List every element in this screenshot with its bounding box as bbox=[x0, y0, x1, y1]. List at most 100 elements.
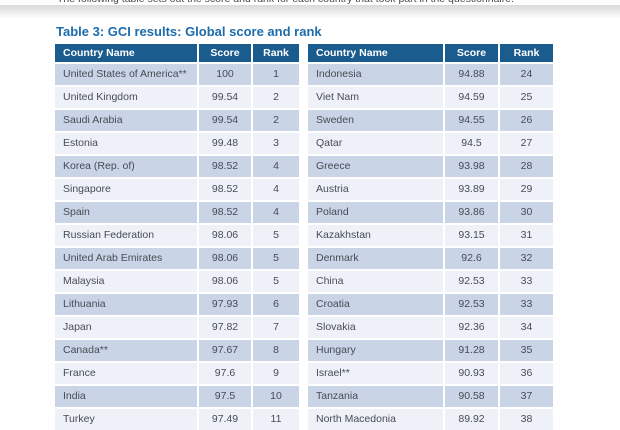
table-row: Korea (Rep. of) 98.52 4 bbox=[55, 156, 299, 177]
table-header-row: Country Name Score Rank bbox=[55, 44, 299, 62]
rank-cell: 36 bbox=[500, 363, 553, 384]
column-header-country: Country Name bbox=[308, 44, 443, 62]
rank-cell: 4 bbox=[253, 202, 299, 223]
country-cell: Spain bbox=[55, 202, 197, 223]
country-cell: United Arab Emirates bbox=[55, 248, 197, 269]
rank-cell: 26 bbox=[500, 110, 553, 131]
table-body-right: Indonesia 94.88 24 Viet Nam 94.59 25 Sweden 94.… bbox=[308, 64, 553, 430]
country-cell: Indonesia bbox=[308, 64, 443, 85]
country-cell: United States of America** bbox=[55, 64, 197, 85]
rank-cell: 2 bbox=[253, 87, 299, 108]
score-cell: 100 bbox=[199, 64, 251, 85]
country-cell: Turkey bbox=[55, 409, 197, 430]
country-cell: India bbox=[55, 386, 197, 407]
table-row: Slovakia 92.36 34 bbox=[308, 317, 553, 338]
table-body-left: United States of America** 100 1 United Kin… bbox=[55, 64, 299, 430]
country-cell: France bbox=[55, 363, 197, 384]
score-cell: 89.92 bbox=[445, 409, 498, 430]
country-cell: Canada** bbox=[55, 340, 197, 361]
country-cell: Lithuania bbox=[55, 294, 197, 315]
table-row: United States of America** 100 1 bbox=[55, 64, 299, 85]
table-row: Turkey 97.49 11 bbox=[55, 409, 299, 430]
table-row: Kazakhstan 93.15 31 bbox=[308, 225, 553, 246]
table-title: Table 3: GCI results: Global score and r… bbox=[56, 24, 322, 39]
score-cell: 99.48 bbox=[199, 133, 251, 154]
clipped-intro-text: The following table sets out the score a… bbox=[57, 0, 514, 5]
column-header-score: Score bbox=[199, 44, 251, 62]
rank-cell: 10 bbox=[253, 386, 299, 407]
score-cell: 93.89 bbox=[445, 179, 498, 200]
score-cell: 90.93 bbox=[445, 363, 498, 384]
table-row: United Kingdom 99.54 2 bbox=[55, 87, 299, 108]
table-row: Malaysia 98.06 5 bbox=[55, 271, 299, 292]
country-cell: Poland bbox=[308, 202, 443, 223]
rank-cell: 4 bbox=[253, 156, 299, 177]
table-row: Tanzania 90.58 37 bbox=[308, 386, 553, 407]
country-cell: Slovakia bbox=[308, 317, 443, 338]
country-cell: North Macedonia bbox=[308, 409, 443, 430]
table-row: Japan 97.82 7 bbox=[55, 317, 299, 338]
score-cell: 92.36 bbox=[445, 317, 498, 338]
rank-cell: 5 bbox=[253, 271, 299, 292]
score-cell: 97.49 bbox=[199, 409, 251, 430]
table-row: Russian Federation 98.06 5 bbox=[55, 225, 299, 246]
score-cell: 99.54 bbox=[199, 87, 251, 108]
country-cell: Kazakhstan bbox=[308, 225, 443, 246]
rank-cell: 8 bbox=[253, 340, 299, 361]
score-cell: 97.67 bbox=[199, 340, 251, 361]
table-row: Qatar 94.5 27 bbox=[308, 133, 553, 154]
rank-cell: 5 bbox=[253, 248, 299, 269]
rank-cell: 27 bbox=[500, 133, 553, 154]
country-cell: Hungary bbox=[308, 340, 443, 361]
rank-cell: 24 bbox=[500, 64, 553, 85]
table-row: Viet Nam 94.59 25 bbox=[308, 87, 553, 108]
rank-cell: 25 bbox=[500, 87, 553, 108]
table-row: North Macedonia 89.92 38 bbox=[308, 409, 553, 430]
score-cell: 97.82 bbox=[199, 317, 251, 338]
gci-table-left: Country Name Score Rank United States of… bbox=[53, 42, 301, 430]
score-cell: 98.06 bbox=[199, 225, 251, 246]
rank-cell: 3 bbox=[253, 133, 299, 154]
table-row: United Arab Emirates 98.06 5 bbox=[55, 248, 299, 269]
score-cell: 99.54 bbox=[199, 110, 251, 131]
table-row: Saudi Arabia 99.54 2 bbox=[55, 110, 299, 131]
country-cell: Croatia bbox=[308, 294, 443, 315]
score-cell: 92.6 bbox=[445, 248, 498, 269]
table-row: China 92.53 33 bbox=[308, 271, 553, 292]
table-row: France 97.6 9 bbox=[55, 363, 299, 384]
score-cell: 92.53 bbox=[445, 294, 498, 315]
score-cell: 93.15 bbox=[445, 225, 498, 246]
rank-cell: 30 bbox=[500, 202, 553, 223]
column-header-rank: Rank bbox=[253, 44, 299, 62]
table-row: Spain 98.52 4 bbox=[55, 202, 299, 223]
rank-cell: 2 bbox=[253, 110, 299, 131]
country-cell: Sweden bbox=[308, 110, 443, 131]
country-cell: China bbox=[308, 271, 443, 292]
rank-cell: 6 bbox=[253, 294, 299, 315]
score-cell: 92.53 bbox=[445, 271, 498, 292]
country-cell: Greece bbox=[308, 156, 443, 177]
rank-cell: 38 bbox=[500, 409, 553, 430]
table-row: Israel** 90.93 36 bbox=[308, 363, 553, 384]
rank-cell: 9 bbox=[253, 363, 299, 384]
score-cell: 91.28 bbox=[445, 340, 498, 361]
country-cell: Qatar bbox=[308, 133, 443, 154]
country-cell: Malaysia bbox=[55, 271, 197, 292]
rank-cell: 31 bbox=[500, 225, 553, 246]
rank-cell: 33 bbox=[500, 271, 553, 292]
score-cell: 97.5 bbox=[199, 386, 251, 407]
page-top-shadow bbox=[0, 5, 620, 19]
table-row: Estonia 99.48 3 bbox=[55, 133, 299, 154]
country-cell: Korea (Rep. of) bbox=[55, 156, 197, 177]
score-cell: 94.5 bbox=[445, 133, 498, 154]
country-cell: Viet Nam bbox=[308, 87, 443, 108]
table-row: Denmark 92.6 32 bbox=[308, 248, 553, 269]
rank-cell: 5 bbox=[253, 225, 299, 246]
table-row: Hungary 91.28 35 bbox=[308, 340, 553, 361]
table-row: Austria 93.89 29 bbox=[308, 179, 553, 200]
rank-cell: 32 bbox=[500, 248, 553, 269]
table-row: Croatia 92.53 33 bbox=[308, 294, 553, 315]
score-cell: 98.06 bbox=[199, 271, 251, 292]
rank-cell: 35 bbox=[500, 340, 553, 361]
rank-cell: 29 bbox=[500, 179, 553, 200]
